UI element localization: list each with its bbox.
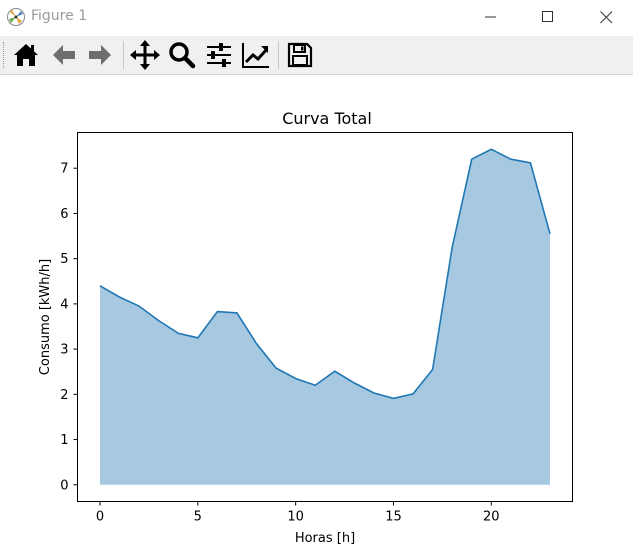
x-tick-label: 20 xyxy=(483,510,500,525)
y-tick-label: 6 xyxy=(60,207,68,222)
minimize-button[interactable] xyxy=(462,0,520,34)
y-axis-label: Consumo [kWh/h] xyxy=(38,259,53,375)
toolbar-grip[interactable] xyxy=(3,42,6,68)
y-tick-label: 3 xyxy=(60,343,68,358)
chart-title: Curva Total xyxy=(282,109,372,128)
edit-axis-icon xyxy=(242,43,269,68)
toolbar-separator xyxy=(278,41,279,69)
zoom-magnifier-icon xyxy=(169,42,196,69)
area-fill-layer xyxy=(100,149,550,485)
navigation-toolbar xyxy=(0,36,633,75)
x-tick-label: 0 xyxy=(96,510,104,525)
toolbar-separator xyxy=(123,41,124,69)
minimize-icon xyxy=(485,16,496,18)
window-title: Figure 1 xyxy=(31,8,88,24)
zoom-button[interactable] xyxy=(166,39,198,71)
maximize-icon xyxy=(542,11,553,22)
title-bar[interactable]: Figure 1 xyxy=(0,0,633,34)
x-tick-label: 5 xyxy=(194,510,202,525)
configure-subplots-icon xyxy=(207,43,231,67)
y-tick-label: 7 xyxy=(60,162,68,177)
matplotlib-app-icon xyxy=(6,7,26,27)
series-line-layer xyxy=(99,148,551,400)
x-axis-label: Horas [h] xyxy=(295,531,355,546)
forward-arrow-icon xyxy=(89,45,111,65)
save-button[interactable] xyxy=(284,39,316,71)
x-tick-label: 10 xyxy=(287,510,304,525)
home-icon xyxy=(14,44,38,66)
edit-axis-button[interactable] xyxy=(240,39,272,71)
pan-move-icon xyxy=(130,40,160,70)
y-axis-ticks: 0 1 2 3 4 5 6 7 xyxy=(60,162,78,493)
x-axis-ticks: 0 5 10 15 20 xyxy=(96,501,500,525)
pan-button[interactable] xyxy=(129,39,161,71)
y-tick-label: 5 xyxy=(60,252,68,267)
axes-frame xyxy=(77,132,573,502)
back-arrow-icon xyxy=(53,45,75,65)
y-tick-label: 2 xyxy=(60,388,68,403)
x-tick-label: 15 xyxy=(385,510,402,525)
configure-subplots-button[interactable] xyxy=(203,39,235,71)
close-icon xyxy=(599,10,612,23)
home-button[interactable] xyxy=(10,39,42,71)
series-line xyxy=(99,148,551,400)
y-tick-label: 0 xyxy=(60,478,68,493)
back-button[interactable] xyxy=(48,39,80,71)
close-button[interactable] xyxy=(577,0,633,34)
y-tick-label: 1 xyxy=(60,433,68,448)
maximize-button[interactable] xyxy=(519,0,577,34)
forward-button[interactable] xyxy=(84,39,116,71)
save-disk-icon xyxy=(287,42,313,68)
area-fill xyxy=(100,149,550,485)
y-tick-label: 4 xyxy=(60,297,68,312)
